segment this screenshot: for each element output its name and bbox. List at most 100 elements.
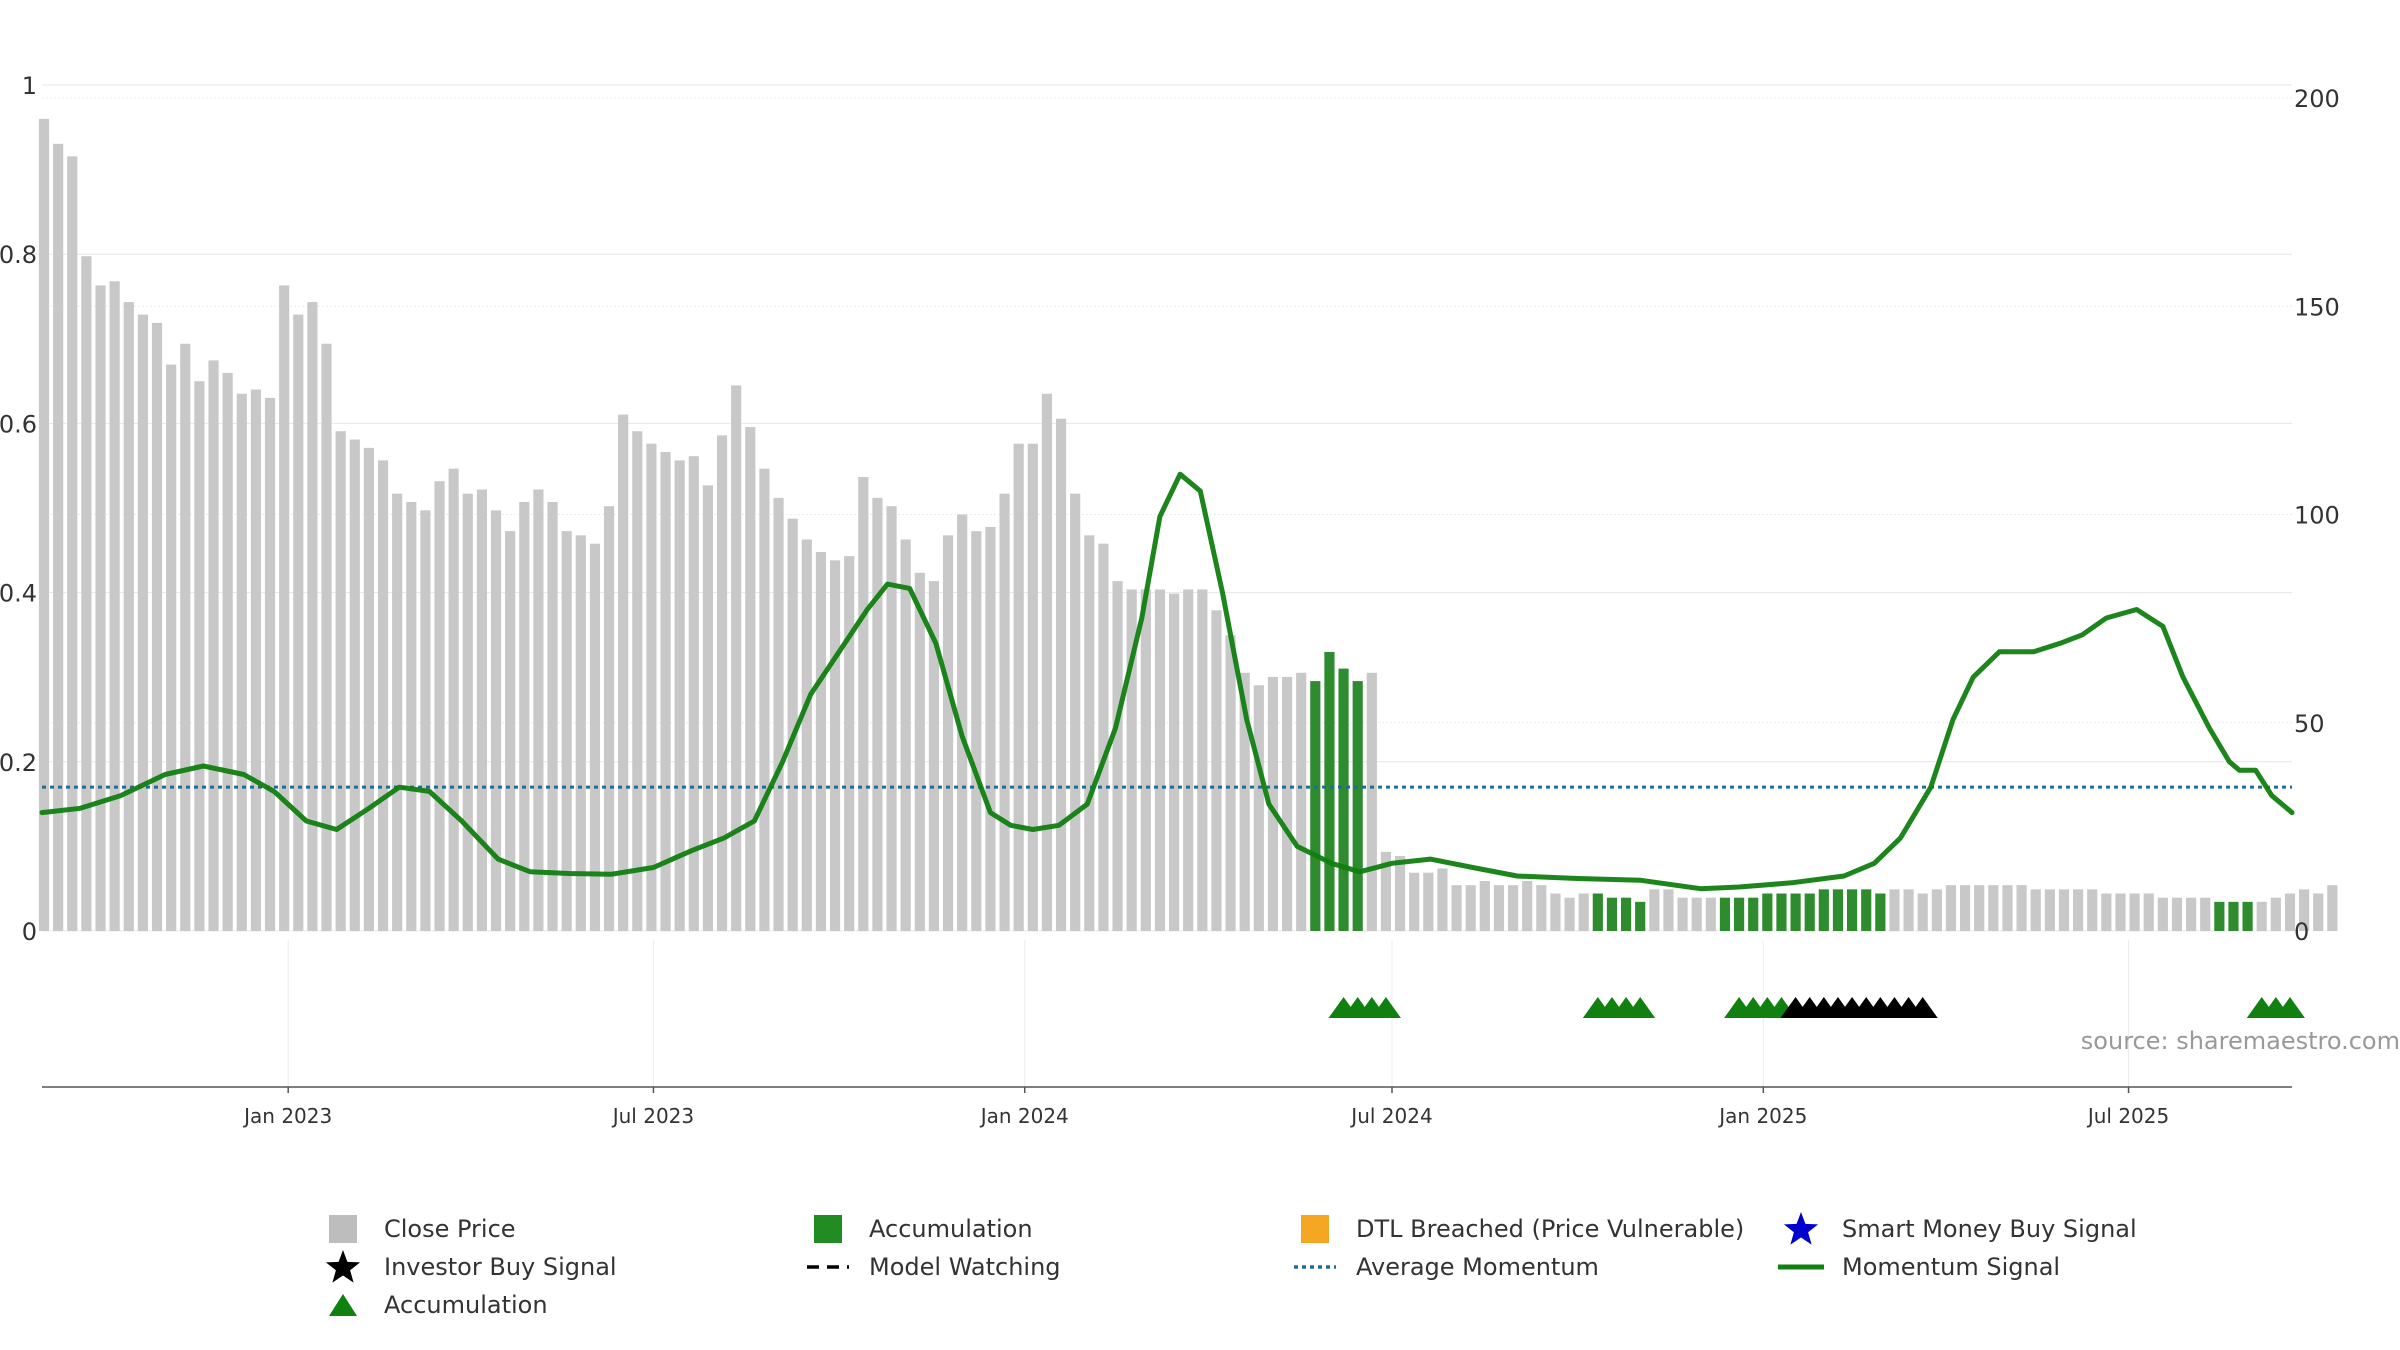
close-price-bar [2030,889,2041,931]
close-price-bars [38,118,2338,932]
legend: Close Price Accumulation DTL Breached (Pri… [320,1210,2220,1340]
accumulation-bar [2242,901,2253,931]
close-price-bar [1507,885,1519,931]
y-right-tick-label: 0 [2294,918,2309,946]
close-price-bar [858,477,869,931]
close-price-bar [67,156,78,931]
legend-item: Close Price [320,1210,516,1248]
close-price-bar [2171,897,2183,931]
accumulation-bar [1310,681,1321,931]
accumulation-bar [1804,893,1815,931]
close-price-bar [349,439,360,931]
close-price-bar [194,381,205,932]
y-left-tick-label: 0.6 [0,410,37,438]
close-price-bar [731,385,742,931]
accumulation-bar [1352,681,1363,931]
close-price-bar [1945,885,1957,931]
close-price-bar [2058,889,2070,931]
close-price-bar [250,389,261,931]
close-price-bar [533,489,544,931]
close-price-bar [914,572,925,931]
close-price-bar [660,452,671,931]
dash-legend-icon [807,1265,849,1269]
close-price-bar [1437,868,1448,931]
close-price-bar [815,551,827,931]
close-price-bar [1366,672,1377,931]
close-price-bar [1649,889,1660,931]
legend-item: Momentum Signal [1778,1248,2060,1286]
close-price-bar [547,502,558,931]
close-price-bar [999,493,1010,931]
accumulation-bar [1818,889,1829,931]
close-price-bar [1677,897,1688,931]
y-left-tick-label: 0.8 [0,241,37,269]
y-left-tick-label: 0.2 [0,749,37,777]
x-tick-label: Jan 2024 [979,1104,1069,1128]
legend-label: Accumulation [869,1215,1033,1243]
legend-label: Accumulation [384,1291,548,1319]
close-price-bar [632,431,643,931]
close-price-bar [844,556,855,931]
close-price-bar [1974,885,1985,931]
close-price-bar [406,502,417,931]
accumulation-marker [1370,997,1401,1018]
close-price-bar [109,281,120,931]
close-price-bar [1663,889,1674,931]
close-price-bar [392,493,403,931]
star-legend-icon [1783,1212,1819,1245]
line-legend-icon [1778,1264,1824,1270]
close-price-bar [1903,889,1914,931]
close-price-bar [462,493,473,931]
close-price-bar [420,510,431,931]
close-price-bar [745,427,756,931]
close-price-bar [1239,672,1250,931]
accumulation-bar [1719,897,1731,931]
close-price-bar [2143,893,2154,931]
close-price-bar [1479,881,1490,931]
close-price-bar [2087,889,2098,931]
close-price-bar [2186,897,2197,931]
close-price-bar [2157,897,2168,931]
close-price-bar [646,443,657,931]
y-left-tick-label: 1 [22,72,37,100]
close-price-bar [1889,889,1900,931]
close-price-bar [264,397,276,931]
legend-triangle [329,1294,357,1316]
x-tick-label: Jul 2023 [611,1104,694,1128]
close-price-bar [222,372,233,931]
accumulation-bar [1592,893,1603,931]
close-price-bar [2200,897,2211,931]
close-price-bar [1154,589,1166,931]
triangle-legend-icon [329,1294,357,1316]
close-price-bar [2044,889,2055,931]
accumulation-bar [1832,889,1844,931]
momentum-signal-line [39,471,2295,892]
close-price-bar [971,531,982,931]
close-price-bar [1564,897,1575,931]
close-price-bar [1493,885,1505,931]
accumulation-marker [1625,997,1656,1018]
investor-buy-marker [1907,997,1938,1018]
legend-item: Model Watching [805,1248,1061,1286]
source-label: source: sharemaestro.com [2081,1027,2400,1055]
close-price-bar [363,447,374,931]
close-price-bar [53,143,64,931]
close-price-bar [900,539,911,931]
close-price-bar [434,481,445,931]
close-price-bar [773,497,784,931]
close-price-bar [603,506,615,931]
accumulation-bar [1875,893,1886,931]
x-tick-label: Jul 2025 [2086,1104,2169,1128]
close-price-bar [759,468,770,931]
close-price-bar [1070,493,1081,931]
close-price-bar [872,497,883,931]
close-price-bar [1988,885,1999,931]
close-price-bar [1112,581,1123,931]
signal-markers [1328,997,2305,1018]
legend-item: Investor Buy Signal [320,1248,617,1286]
close-price-bar [928,581,940,931]
close-price-bar [307,302,318,932]
close-price-bar [1211,610,1222,931]
close-price-bar [1013,443,1024,931]
accumulation-bar [1338,668,1349,931]
